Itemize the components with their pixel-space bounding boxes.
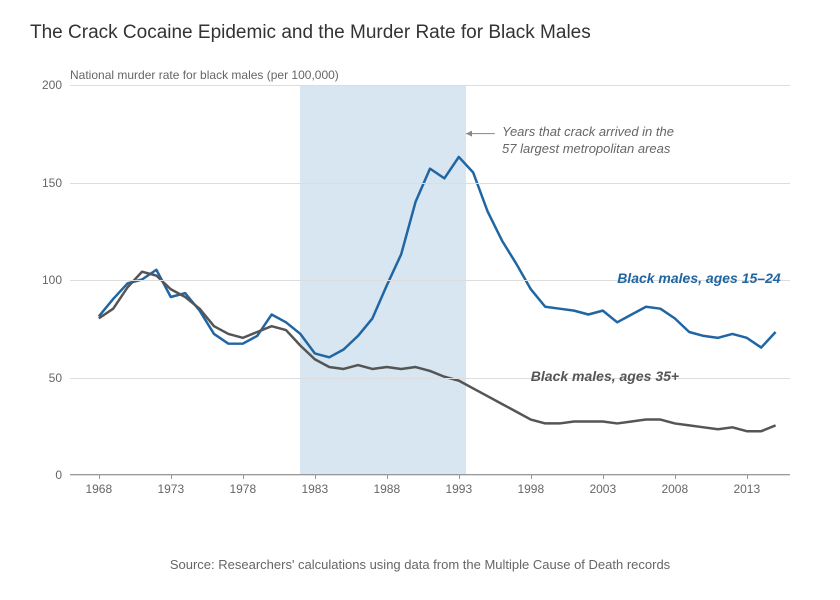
- x-tick: [531, 474, 532, 479]
- gridline: [70, 475, 790, 476]
- annotation-line1: Years that crack arrived in the: [502, 124, 674, 139]
- source-text: Source: Researchers' calculations using …: [0, 557, 840, 572]
- x-tick: [243, 474, 244, 479]
- annotation-arrow: [466, 131, 495, 137]
- series-line: [99, 157, 776, 357]
- x-tick: [603, 474, 604, 479]
- y-axis-label: 0: [55, 468, 62, 482]
- series-label: Black males, ages 35+: [531, 368, 679, 384]
- annotation-line2: 57 largest metropolitan areas: [502, 141, 670, 156]
- x-tick: [459, 474, 460, 479]
- x-tick: [99, 474, 100, 479]
- x-axis-label: 1993: [445, 482, 472, 496]
- x-tick: [315, 474, 316, 479]
- plot-area: 0501001502001968197319781983198819931998…: [70, 85, 790, 475]
- x-axis-label: 2003: [589, 482, 616, 496]
- series-label: Black males, ages 15–24: [617, 270, 780, 286]
- x-axis-label: 2008: [661, 482, 688, 496]
- gridline: [70, 183, 790, 184]
- chart-container: The Crack Cocaine Epidemic and the Murde…: [0, 0, 840, 600]
- y-axis-label: 200: [42, 78, 62, 92]
- chart-subtitle: National murder rate for black males (pe…: [70, 68, 339, 82]
- y-axis-label: 100: [42, 273, 62, 287]
- x-tick: [171, 474, 172, 479]
- y-axis-label: 50: [49, 371, 62, 385]
- x-axis-label: 1983: [301, 482, 328, 496]
- series-line: [99, 272, 776, 431]
- x-tick: [387, 474, 388, 479]
- x-axis-label: 1978: [229, 482, 256, 496]
- x-axis-label: 1973: [157, 482, 184, 496]
- x-axis-label: 1998: [517, 482, 544, 496]
- x-axis-label: 1968: [85, 482, 112, 496]
- x-axis-label: 1988: [373, 482, 400, 496]
- y-axis-label: 150: [42, 176, 62, 190]
- x-axis-label: 2013: [733, 482, 760, 496]
- x-tick: [747, 474, 748, 479]
- gridline: [70, 85, 790, 86]
- x-tick: [675, 474, 676, 479]
- annotation-label: Years that crack arrived in the 57 larges…: [502, 124, 674, 158]
- gridline: [70, 378, 790, 379]
- chart-title: The Crack Cocaine Epidemic and the Murde…: [30, 22, 591, 44]
